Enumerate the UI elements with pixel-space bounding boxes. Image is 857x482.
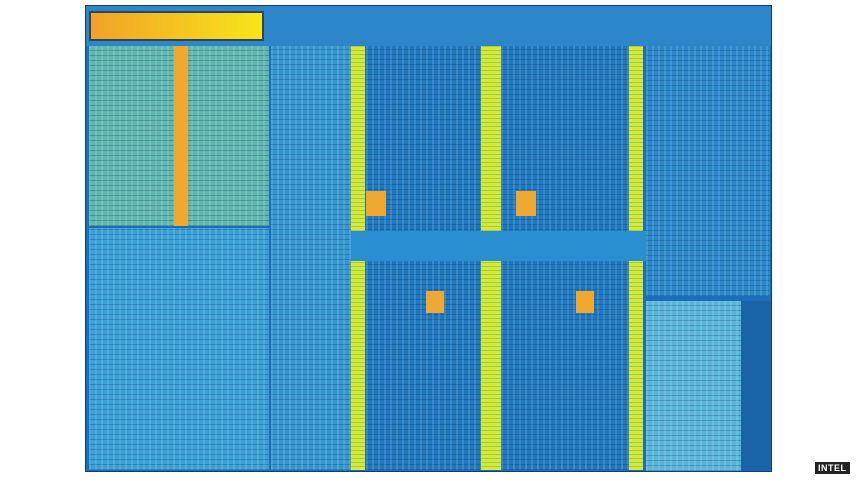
- orange-cells-4: [576, 291, 594, 313]
- horizontal-band: [351, 231, 651, 261]
- gradient-bar: [89, 11, 264, 41]
- orange-cells-2: [426, 291, 444, 313]
- right-block: [646, 46, 770, 296]
- credit-label: INTEL: [815, 462, 850, 474]
- right-edge: [741, 301, 771, 471]
- right-lower-block: [646, 301, 741, 471]
- orange-cells-3: [516, 191, 536, 216]
- mid-left-block: [271, 46, 351, 470]
- orange-spine: [174, 46, 188, 226]
- chip-die-image: [85, 5, 772, 472]
- left-lower-block: [89, 228, 269, 470]
- orange-cells-1: [366, 191, 386, 216]
